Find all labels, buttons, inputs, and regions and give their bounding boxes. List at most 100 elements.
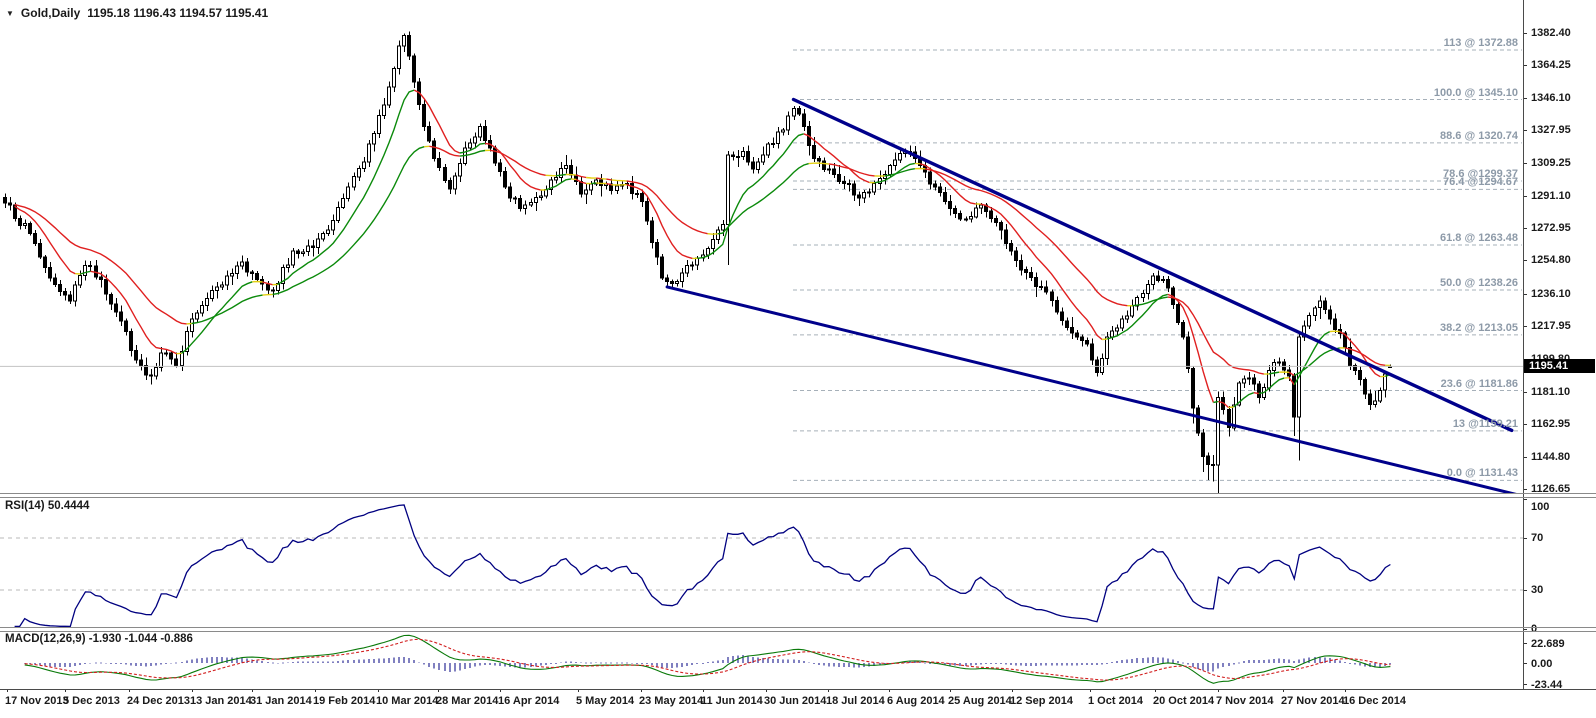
date-axis-label: 17 Nov 2013 <box>5 695 69 707</box>
chart-title: ▼ Gold,Daily 1195.18 1196.43 1194.57 119… <box>6 6 268 20</box>
moving-average <box>606 178 612 181</box>
moving-average <box>1233 392 1255 408</box>
date-axis-label: 28 Mar 2014 <box>436 695 499 707</box>
rsi-scale-label: 100 <box>1531 501 1550 513</box>
moving-average <box>626 180 708 235</box>
axis-tick <box>1523 326 1527 327</box>
fib-label: 76.4 @1294.67 <box>1443 176 1518 189</box>
moving-average <box>1228 406 1234 409</box>
date-axis-label: 19 Feb 2014 <box>313 695 376 707</box>
fibonacci-lines[interactable] <box>793 49 1522 481</box>
macd-histogram <box>24 655 1391 672</box>
moving-average <box>828 163 875 177</box>
date-axis-label: 5 May 2014 <box>576 695 635 707</box>
moving-average <box>1288 371 1295 377</box>
moving-average <box>484 142 541 191</box>
panel-separator[interactable] <box>0 627 1596 628</box>
date-axis-label: 1 Oct 2014 <box>1088 695 1144 707</box>
date-axis-label: 16 Dec 2014 <box>1343 695 1406 707</box>
moving-average <box>252 280 263 283</box>
moving-average <box>606 182 612 186</box>
price-axis-label: 1364.25 <box>1531 59 1571 72</box>
moving-average <box>1132 296 1168 307</box>
axis-tick <box>1523 130 1527 131</box>
time-axis-tick <box>703 689 704 692</box>
moving-average <box>262 293 273 296</box>
price-axis-label: 1126.65 <box>1531 482 1571 495</box>
time-axis-tick <box>1090 689 1091 692</box>
time-axis[interactable]: 17 Nov 2013 5 Dec 2013 24 Dec 2013 13 Jan 2… <box>0 689 1596 718</box>
rsi-scale-label: 70 <box>1531 532 1544 544</box>
panel-separator[interactable] <box>0 493 1596 494</box>
axis-tick <box>1523 684 1527 685</box>
axis-tick <box>1523 629 1527 630</box>
axis-tick <box>1523 65 1527 66</box>
time-axis-tick <box>578 689 579 692</box>
macd-indicator-label: MACD(12,26,9) -1.930 -1.044 -0.886 <box>5 633 193 645</box>
moving-average <box>1253 392 1260 395</box>
price-chart-canvas[interactable] <box>0 0 1523 494</box>
candle-series <box>3 31 1392 494</box>
axis-tick <box>1523 196 1527 197</box>
moving-average <box>565 173 577 176</box>
moving-average <box>545 174 556 177</box>
moving-average <box>808 162 830 165</box>
time-axis-tick <box>1155 689 1156 692</box>
fib-label: 13 @1159.21 <box>1452 417 1518 430</box>
moving-average <box>1288 377 1295 386</box>
fib-label: 113 @ 1372.88 <box>1443 36 1518 49</box>
date-axis-label: 16 Apr 2014 <box>498 695 560 707</box>
date-axis-label: 23 May 2014 <box>639 695 704 707</box>
price-axis[interactable]: 1382.40 1364.25 1346.10 1327.95 1309.25 1291.… <box>1523 0 1596 692</box>
price-axis-label: 1291.10 <box>1531 189 1571 202</box>
moving-average <box>1213 400 1219 404</box>
moving-average <box>1218 400 1229 409</box>
rsi-indicator-value: 50.4444 <box>47 500 90 512</box>
moving-average <box>697 133 804 259</box>
time-axis-tick <box>766 689 767 692</box>
macd-indicator-values: -1.930 -1.044 -0.886 <box>88 633 193 645</box>
date-axis-label: 10 Mar 2014 <box>376 695 439 707</box>
moving-average <box>1293 347 1340 377</box>
moving-average <box>919 163 976 205</box>
axis-tick <box>1523 457 1527 458</box>
moving-average <box>90 270 177 355</box>
fib-label: 0.0 @ 1131.43 <box>1446 467 1518 480</box>
price-axis-label: 1309.25 <box>1531 157 1571 170</box>
trendline-lower[interactable] <box>665 285 1519 494</box>
fib-label: 38.2 @ 1213.05 <box>1439 321 1518 334</box>
date-axis-label: 24 Dec 2013 <box>127 695 190 707</box>
moving-average <box>1102 338 1108 341</box>
time-axis-tick <box>1283 689 1284 692</box>
panel-separator[interactable] <box>0 497 1596 498</box>
date-axis-label: 30 Jun 2014 <box>764 695 827 707</box>
fib-label: 61.8 @ 1263.48 <box>1439 232 1518 245</box>
price-axis-label: 1382.40 <box>1531 27 1571 39</box>
panel-separator[interactable] <box>0 631 1596 632</box>
axis-tick <box>1523 489 1527 490</box>
moving-average <box>459 142 486 154</box>
chart-dropdown-icon[interactable]: ▼ <box>6 8 14 18</box>
axis-tick <box>1523 294 1527 295</box>
moving-average <box>591 182 597 185</box>
time-axis-tick <box>438 689 439 692</box>
rsi-name: RSI(14) <box>5 500 45 512</box>
price-axis-label: 1181.10 <box>1531 385 1571 398</box>
date-axis-label: 7 Nov 2014 <box>1216 695 1274 707</box>
date-axis-label: 11 Jun 2014 <box>701 695 763 707</box>
moving-average <box>575 178 587 185</box>
rsi-scale-label: 30 <box>1531 584 1544 596</box>
trendline-upper[interactable] <box>791 97 1514 433</box>
macd-canvas[interactable] <box>0 631 1523 689</box>
price-axis-label: 1254.80 <box>1531 254 1571 267</box>
date-axis-label: 27 Nov 2014 <box>1281 695 1345 707</box>
axis-tick <box>1523 643 1527 644</box>
moving-average <box>1344 347 1386 366</box>
macd-scale-label: -23.44 <box>1531 679 1563 692</box>
rsi-canvas[interactable] <box>0 497 1523 627</box>
time-axis-tick <box>252 689 253 692</box>
moving-average <box>803 133 870 184</box>
moving-average <box>884 168 916 177</box>
moving-average <box>459 149 486 157</box>
